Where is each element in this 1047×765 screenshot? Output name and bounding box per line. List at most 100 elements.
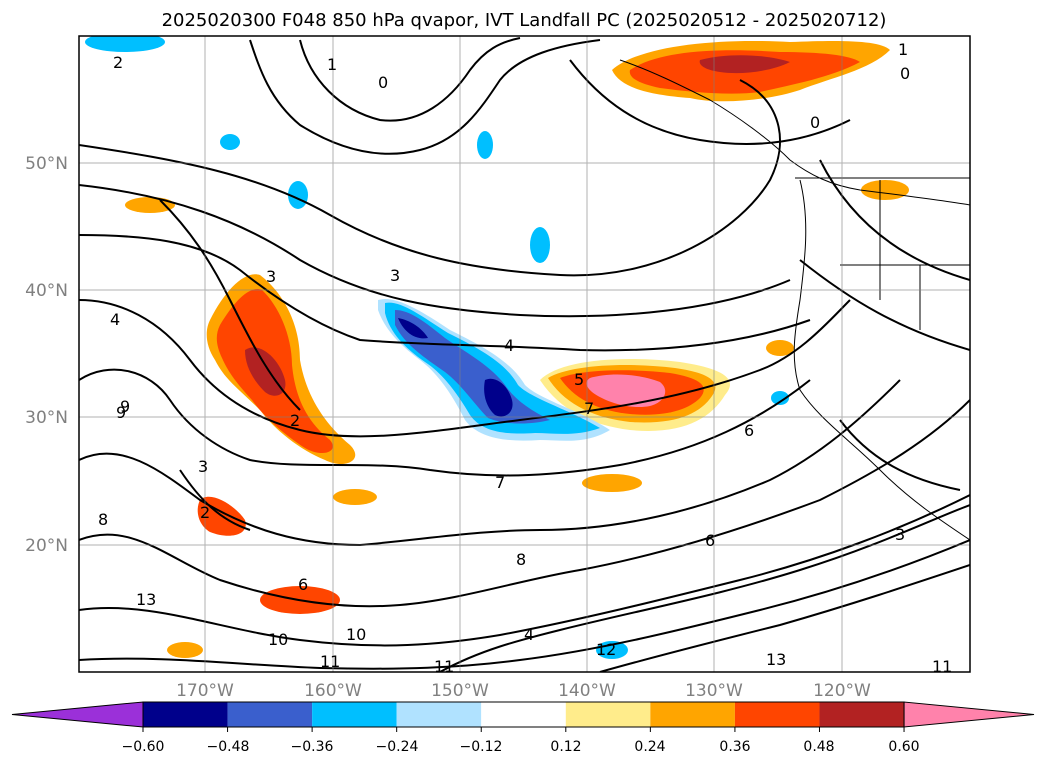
colorbar-swatches	[11, 701, 1035, 732]
lat-label-40n: 40°N	[25, 281, 68, 301]
contour-label: 4	[110, 310, 120, 329]
contour-label: 0	[810, 113, 820, 132]
contour-line	[159, 199, 301, 411]
anomaly-gulf-alaska-darkred	[699, 55, 790, 74]
contour-labels: 1 0 2 3 4 5 6 7 8 9 10 11 12 13 3 4 6 8 …	[98, 40, 952, 676]
coastline-alaska	[619, 59, 970, 206]
anomaly-central-pacific-pink	[586, 374, 666, 408]
contour-label: 13	[766, 650, 786, 669]
contour-label: 8	[516, 550, 526, 569]
lon-label-140w: 140°W	[558, 681, 616, 701]
colorbar-swatch	[734, 702, 820, 727]
contour-line	[179, 469, 251, 531]
anomaly-negative-mediumblue	[395, 310, 550, 424]
colorbar-swatch	[650, 702, 735, 727]
contour-label: 6	[298, 575, 308, 594]
lon-label-130w: 130°W	[685, 681, 743, 701]
contour-line	[599, 564, 970, 672]
colorbar-labels: −0.60 −0.48 −0.36 −0.24 −0.12 0.12 0.24 …	[122, 739, 920, 755]
contour-line	[79, 539, 970, 670]
colorbar: −0.60 −0.48 −0.36 −0.24 −0.12 0.12 0.24 …	[11, 701, 1035, 755]
contour-label: 7	[584, 399, 594, 418]
colorbar-tick-label: 0.48	[803, 739, 834, 755]
contour-label: 8	[98, 510, 108, 529]
lat-label-30n: 30°N	[25, 408, 68, 428]
patch-subtropic-orange-2	[333, 489, 377, 505]
ivt-contours	[79, 37, 970, 672]
colorbar-extend-max	[903, 701, 1035, 728]
colorbar-swatch	[312, 702, 397, 727]
colorbar-swatch	[143, 702, 228, 727]
contour-line	[249, 39, 601, 155]
gridlines	[79, 36, 970, 672]
lon-label-150w: 150°W	[431, 681, 489, 701]
colorbar-tick-label: −0.48	[207, 739, 250, 755]
map-panel: 1 0 2 3 4 5 6 7 8 9 10 11 12 13 3 4 6 8 …	[78, 35, 971, 676]
contour-label: 12	[596, 640, 616, 659]
patch-bc-orange	[861, 180, 909, 200]
contour-label: 3	[198, 457, 208, 476]
contour-line	[799, 259, 970, 351]
border-states	[840, 180, 970, 330]
contour-label: 3	[266, 267, 276, 286]
anomaly-negative-navy-2	[398, 318, 428, 339]
contour-label: 2	[113, 53, 123, 72]
contour-label: 6	[705, 531, 715, 550]
patch-blue-coast	[771, 391, 789, 405]
contour-line	[439, 504, 970, 672]
anomaly-west-band-darkred	[245, 347, 286, 396]
colorbar-tick-label: 0.12	[550, 739, 581, 755]
contour-label: 9	[116, 403, 126, 422]
colorbar-tick-label: −0.24	[376, 739, 419, 755]
anomaly-negative-navy	[484, 378, 513, 417]
patch-subtropic-orange-4	[167, 642, 203, 658]
lon-label-170w: 170°W	[176, 681, 234, 701]
contour-label: 4	[524, 625, 534, 644]
patch-bc-orange-2	[766, 340, 794, 356]
patch-nw-blue	[85, 36, 165, 52]
contour-line	[79, 399, 970, 608]
patch-mid-blue-1	[530, 227, 550, 263]
colorbar-tick-label: −0.60	[122, 739, 165, 755]
lon-label-120w: 120°W	[813, 681, 871, 701]
contour-line	[79, 184, 791, 318]
contour-label: 11	[932, 657, 952, 676]
map-frame	[78, 35, 971, 673]
colorbar-tick-label: 0.36	[719, 739, 750, 755]
lat-label-20n: 20°N	[25, 536, 68, 556]
contour-label: 1	[898, 40, 908, 59]
patch-nw-orange	[125, 197, 175, 213]
contour-label: 11	[320, 652, 340, 671]
colorbar-tick-label: −0.12	[460, 739, 503, 755]
colorbar-tick-label: 0.24	[634, 739, 665, 755]
contour-label: 0	[900, 64, 910, 83]
contour-label: 9	[120, 397, 130, 416]
contour-line	[79, 299, 851, 438]
lat-label-50n: 50°N	[25, 154, 68, 174]
contour-line	[79, 379, 901, 547]
contour-label: 11	[434, 657, 454, 676]
coastlines	[619, 59, 970, 541]
contour-line	[299, 37, 521, 122]
contour-label: 2	[200, 503, 210, 522]
contour-label: 7	[495, 473, 505, 492]
contour-line	[79, 494, 970, 647]
contour-label: 10	[346, 625, 366, 644]
contour-label: 13	[136, 590, 156, 609]
contour-label: 10	[268, 630, 288, 649]
contour-label: 5	[574, 370, 584, 389]
contour-label: 2	[290, 411, 300, 430]
longitude-labels: 170°W 160°W 150°W 140°W 130°W 120°W	[176, 681, 871, 701]
colorbar-tick-label: −0.36	[291, 739, 334, 755]
contour-label: 6	[744, 421, 754, 440]
patch-mid-blue-3	[220, 134, 240, 150]
figure-title: 2025020300 F048 850 hPa qvapor, IVT Land…	[162, 10, 887, 31]
coastline-pacific-nw	[793, 179, 970, 541]
contour-label: 4	[504, 336, 514, 355]
colorbar-swatch	[396, 702, 482, 727]
latitude-labels: 50°N 40°N 30°N 20°N	[25, 154, 68, 556]
contour-label: 1	[327, 55, 337, 74]
patch-mid-blue-4	[477, 131, 493, 159]
lon-label-160w: 160°W	[304, 681, 362, 701]
